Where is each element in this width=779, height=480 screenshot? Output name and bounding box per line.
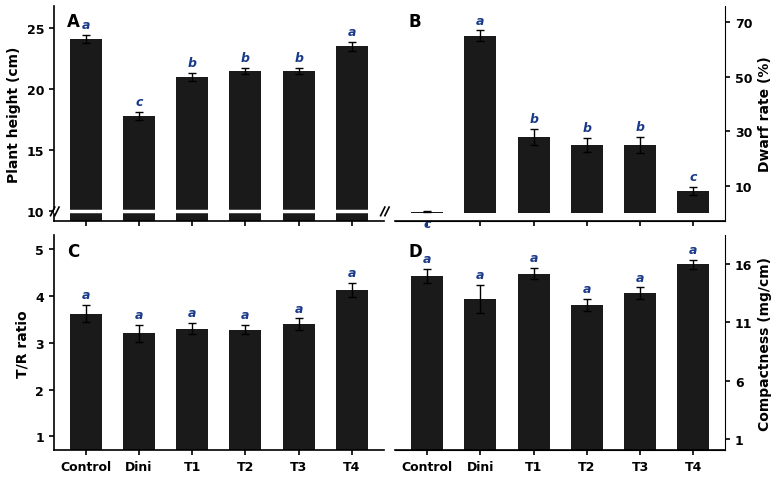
Bar xyxy=(678,264,710,450)
Text: a: a xyxy=(423,252,432,265)
Y-axis label: Dwarf rate (%): Dwarf rate (%) xyxy=(758,57,772,172)
Bar xyxy=(464,37,496,214)
Text: b: b xyxy=(241,52,250,65)
Text: a: a xyxy=(188,307,196,320)
Text: b: b xyxy=(294,52,303,65)
Text: a: a xyxy=(294,302,303,315)
Bar xyxy=(123,117,155,334)
Bar xyxy=(230,330,262,480)
Bar xyxy=(624,294,656,450)
Bar xyxy=(283,72,315,334)
Bar xyxy=(571,145,603,214)
Text: b: b xyxy=(636,120,644,133)
Text: a: a xyxy=(689,243,697,256)
Bar xyxy=(464,300,496,450)
Bar xyxy=(176,78,208,334)
Text: b: b xyxy=(583,122,591,135)
Bar xyxy=(230,72,262,334)
Text: C: C xyxy=(67,242,79,260)
Text: a: a xyxy=(347,267,356,280)
Text: a: a xyxy=(82,19,90,32)
Bar xyxy=(411,276,443,450)
Text: a: a xyxy=(82,289,90,302)
Text: c: c xyxy=(424,217,431,230)
Bar xyxy=(283,324,315,480)
Bar xyxy=(517,274,549,450)
Bar xyxy=(336,291,368,480)
Text: D: D xyxy=(408,242,422,260)
Text: a: a xyxy=(583,283,591,296)
Bar xyxy=(336,47,368,334)
Bar xyxy=(69,314,101,480)
Bar xyxy=(624,145,656,214)
Text: a: a xyxy=(241,309,249,322)
Text: a: a xyxy=(636,271,644,284)
Y-axis label: Compactness (mg/cm): Compactness (mg/cm) xyxy=(758,256,772,430)
Bar xyxy=(517,137,549,214)
Y-axis label: T/R ratio: T/R ratio xyxy=(16,309,30,377)
Text: A: A xyxy=(67,13,79,31)
Text: a: a xyxy=(476,14,485,27)
Text: c: c xyxy=(136,96,143,109)
Text: a: a xyxy=(530,252,538,264)
Text: c: c xyxy=(689,171,697,184)
Bar xyxy=(571,305,603,450)
Text: b: b xyxy=(188,57,196,70)
Bar xyxy=(411,212,443,214)
Bar xyxy=(678,192,710,214)
Text: a: a xyxy=(347,26,356,39)
Text: a: a xyxy=(476,269,485,282)
Y-axis label: Plant height (cm): Plant height (cm) xyxy=(7,46,21,182)
Text: b: b xyxy=(529,112,538,125)
Text: a: a xyxy=(135,309,143,322)
Bar xyxy=(69,40,101,334)
Bar xyxy=(123,334,155,480)
Bar xyxy=(176,329,208,480)
Text: B: B xyxy=(408,13,421,31)
